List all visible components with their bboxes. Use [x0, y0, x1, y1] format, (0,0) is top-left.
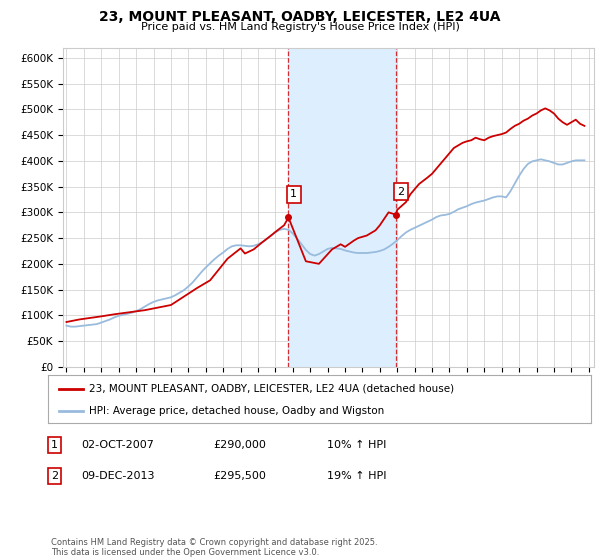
- Text: £295,500: £295,500: [213, 471, 266, 481]
- Text: 09-DEC-2013: 09-DEC-2013: [81, 471, 155, 481]
- Text: 19% ↑ HPI: 19% ↑ HPI: [327, 471, 386, 481]
- Text: 23, MOUNT PLEASANT, OADBY, LEICESTER, LE2 4UA (detached house): 23, MOUNT PLEASANT, OADBY, LEICESTER, LE…: [89, 384, 454, 394]
- Bar: [289, 48, 396, 367]
- Text: Contains HM Land Registry data © Crown copyright and database right 2025.
This d: Contains HM Land Registry data © Crown c…: [51, 538, 377, 557]
- Text: Price paid vs. HM Land Registry's House Price Index (HPI): Price paid vs. HM Land Registry's House …: [140, 22, 460, 32]
- Text: 1: 1: [51, 440, 58, 450]
- Text: 23, MOUNT PLEASANT, OADBY, LEICESTER, LE2 4UA: 23, MOUNT PLEASANT, OADBY, LEICESTER, LE…: [99, 10, 501, 24]
- Text: 1: 1: [290, 189, 297, 199]
- Text: 2: 2: [51, 471, 58, 481]
- Text: £290,000: £290,000: [213, 440, 266, 450]
- Text: 2: 2: [398, 186, 404, 197]
- Text: 02-OCT-2007: 02-OCT-2007: [81, 440, 154, 450]
- Text: HPI: Average price, detached house, Oadby and Wigston: HPI: Average price, detached house, Oadb…: [89, 406, 384, 416]
- Text: 10% ↑ HPI: 10% ↑ HPI: [327, 440, 386, 450]
